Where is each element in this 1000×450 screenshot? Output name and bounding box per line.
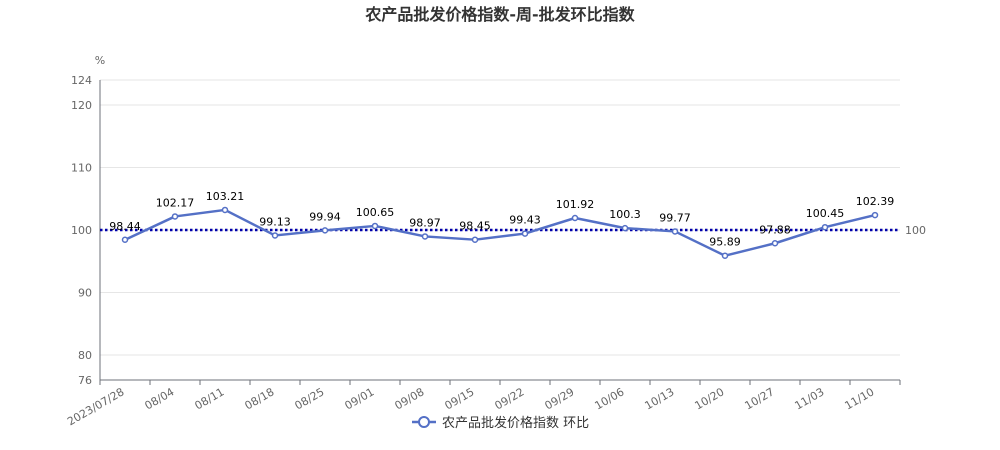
data-point[interactable] (371, 222, 379, 230)
y-axis-ticks: 76 80 90 100 110 120 124 (71, 74, 92, 387)
data-label: 100.3 (609, 208, 641, 221)
chart-title: 农产品批发价格指数-周-批发环比指数 (364, 5, 635, 24)
y-tick-label: 90 (78, 287, 92, 300)
data-label: 102.39 (856, 195, 895, 208)
data-label: 98.45 (459, 220, 491, 233)
data-label: 98.44 (109, 220, 141, 233)
x-tick-label: 11/03 (793, 385, 827, 412)
data-label: 99.43 (509, 214, 541, 227)
data-point[interactable] (621, 224, 629, 232)
y-tick-label: 76 (78, 374, 92, 387)
x-tick-label: 2023/07/28 (65, 385, 126, 428)
data-label: 99.94 (309, 210, 341, 223)
data-label: 102.17 (156, 196, 195, 209)
y-tick-label: 110 (71, 162, 92, 175)
data-point[interactable] (121, 236, 129, 243)
x-tick-label: 10/13 (643, 385, 677, 412)
x-tick-label: 09/29 (543, 385, 577, 412)
data-label: 97.88 (759, 223, 791, 236)
data-point[interactable] (171, 213, 179, 220)
data-label: 95.89 (709, 236, 741, 249)
series-line (124, 208, 876, 257)
data-point[interactable] (471, 236, 479, 243)
data-label: 99.77 (659, 211, 691, 224)
data-point[interactable] (521, 230, 529, 237)
x-tick-label: 09/08 (393, 385, 427, 412)
data-labels: 98.44 102.17 103.21 99.13 99.94 100.65 98.97 98… (109, 190, 894, 249)
x-tick-label: 08/18 (243, 385, 277, 412)
data-point[interactable] (271, 232, 279, 239)
data-label: 100.65 (356, 206, 395, 219)
x-tick-label: 09/22 (493, 385, 527, 412)
x-tick-label: 10/27 (743, 385, 777, 412)
y-tick-label: 100 (71, 224, 92, 237)
data-point[interactable] (821, 223, 829, 231)
y-tick-label: 120 (71, 99, 92, 112)
data-point[interactable] (721, 252, 729, 259)
x-tick-label: 09/15 (443, 385, 477, 412)
data-label: 100.45 (806, 207, 845, 220)
data-label: 99.13 (259, 215, 291, 228)
reference-line-group: 100 (100, 224, 926, 237)
data-point[interactable] (321, 227, 329, 234)
y-tick-label: 80 (78, 349, 92, 362)
data-label: 98.97 (409, 216, 441, 229)
x-tick-label: 08/25 (293, 385, 327, 412)
data-label: 101.92 (556, 198, 595, 211)
data-point[interactable] (221, 206, 229, 214)
x-tick-label: 10/20 (693, 385, 727, 412)
reference-line-label: 100 (905, 224, 926, 237)
y-tick-label: 124 (71, 74, 92, 87)
x-tick-label: 10/06 (593, 385, 627, 412)
data-label: 103.21 (206, 190, 245, 203)
y-axis-unit: % (95, 54, 105, 67)
x-tick-label: 08/04 (143, 385, 177, 412)
x-tick-label: 11/10 (843, 385, 877, 412)
series-group (121, 206, 879, 259)
x-tick-label: 08/11 (193, 385, 227, 412)
data-point[interactable] (871, 211, 879, 219)
data-point[interactable] (771, 240, 779, 247)
data-point[interactable] (421, 233, 429, 240)
x-tick-label: 09/01 (343, 385, 377, 412)
grid-lines (100, 79, 900, 356)
data-point[interactable] (571, 214, 579, 222)
legend-marker (418, 416, 430, 428)
legend[interactable]: 农产品批发价格指数 环比 (412, 415, 589, 431)
legend-label: 农产品批发价格指数 环比 (442, 415, 589, 431)
data-point[interactable] (671, 228, 679, 235)
